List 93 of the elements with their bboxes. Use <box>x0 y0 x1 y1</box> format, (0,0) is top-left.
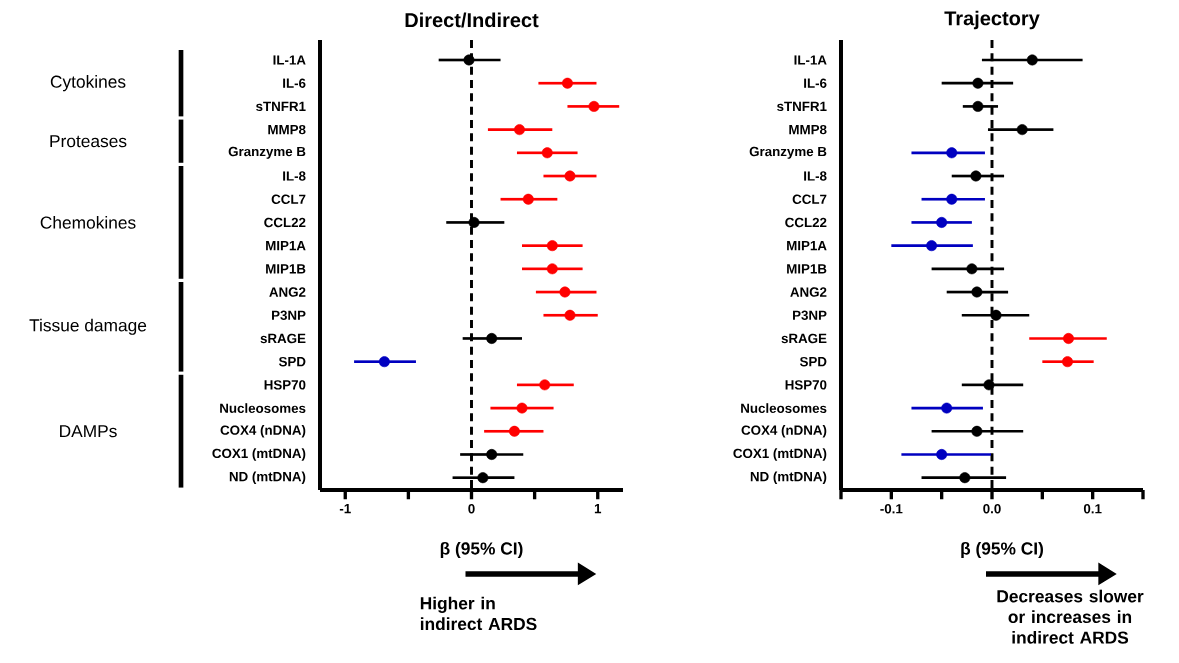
x-axis-title: β (95% CI) <box>440 541 523 559</box>
x-tick-label: -1 <box>339 504 351 514</box>
y-tick-label: COX1 (mtDNA) <box>212 448 306 461</box>
y-tick-label: IL-8 <box>804 171 827 181</box>
y-tick-label: Nucleosomes <box>220 403 306 413</box>
chart-title: Trajectory <box>944 10 1040 30</box>
point <box>990 309 1002 321</box>
y-tick-label: ND (mtDNA) <box>229 471 306 484</box>
point <box>546 240 558 252</box>
y-tick-label: MIP1A <box>787 241 827 251</box>
text: Chemokines <box>40 216 136 229</box>
y-tick-label: IL-1A <box>794 55 827 65</box>
y-tick-label: CCL7 <box>792 194 827 204</box>
y-tick-label: sTNFR1 <box>777 101 827 112</box>
point <box>522 193 534 205</box>
y-tick-label: IL-6 <box>804 78 827 88</box>
y-tick-label: Nucleosomes <box>741 403 827 413</box>
point <box>946 147 958 159</box>
y-tick-label: COX4 (nDNA) <box>741 425 827 438</box>
x-tick-label: 0.0 <box>983 504 1001 514</box>
point <box>564 170 576 182</box>
y-tick-label: sTNFR1 <box>256 101 306 112</box>
y-tick-label: COX4 (nDNA) <box>220 425 306 438</box>
y-tick-label: Granzyme B <box>749 146 827 159</box>
y-tick-label: MIP1B <box>787 264 827 274</box>
point <box>508 425 520 437</box>
x-tick-label: 0.1 <box>1083 504 1102 514</box>
point <box>926 240 938 252</box>
y-tick-label: HSP70 <box>264 380 306 390</box>
point <box>514 124 525 136</box>
point <box>972 77 984 89</box>
point <box>468 216 480 228</box>
text: Cytokines <box>50 75 126 92</box>
point <box>946 193 958 205</box>
point <box>1016 124 1028 136</box>
point <box>936 449 948 460</box>
point <box>941 402 953 414</box>
point <box>486 332 498 344</box>
point <box>486 449 498 460</box>
point <box>559 286 571 298</box>
chart-title: Direct/Indirect <box>405 12 539 28</box>
y-tick-label: ND (mtDNA) <box>750 471 827 484</box>
text: DAMPs <box>60 425 117 438</box>
x-tick-label: 0 <box>468 504 475 514</box>
y-tick-label: sRAGE <box>781 333 827 344</box>
point <box>378 356 390 368</box>
point <box>561 77 573 89</box>
point <box>516 402 528 414</box>
point <box>564 309 576 321</box>
point <box>1063 332 1074 344</box>
y-tick-label: ANG2 <box>269 287 306 297</box>
y-tick-label: ANG2 <box>790 287 827 297</box>
y-tick-label: Granzyme B <box>228 146 306 159</box>
y-tick-label: SPD <box>278 356 306 367</box>
point <box>546 263 558 275</box>
y-tick-label: MIP1A <box>266 241 306 251</box>
point <box>972 100 984 112</box>
y-tick-label: P3NP <box>272 310 306 320</box>
x-tick-label: -0.1 <box>880 504 903 514</box>
point <box>539 379 551 391</box>
y-tick-label: CCL22 <box>264 217 306 228</box>
y-tick-label: CCL7 <box>271 194 306 204</box>
y-tick-label: MIP1B <box>266 264 306 274</box>
y-tick-label: SPD <box>799 356 827 367</box>
x-axis-title: β (95% CI) <box>961 541 1044 559</box>
point <box>477 472 489 484</box>
y-tick-label: IL-1A <box>273 55 306 65</box>
y-tick-label: MMP8 <box>268 124 306 135</box>
point <box>966 263 978 275</box>
y-tick-label: COX1 (mtDNA) <box>733 448 827 461</box>
y-tick-label: sRAGE <box>260 333 306 344</box>
text: Decreases slower or increases in indirect ARDS <box>997 589 1144 644</box>
y-tick-label: CCL22 <box>785 217 827 228</box>
point <box>588 100 600 112</box>
point <box>936 216 948 228</box>
point <box>971 425 983 437</box>
y-tick-label: MMP8 <box>789 124 827 135</box>
text: Tissue damage <box>29 318 147 335</box>
point <box>983 379 995 391</box>
x-tick-label: 1 <box>594 504 602 514</box>
y-tick-label: IL-8 <box>283 171 306 181</box>
y-tick-label: HSP70 <box>785 380 827 390</box>
point <box>959 472 971 484</box>
y-tick-label: P3NP <box>793 310 827 320</box>
point <box>970 170 982 182</box>
point <box>1062 356 1073 368</box>
point <box>463 54 475 66</box>
point <box>1026 54 1038 66</box>
y-tick-label: IL-6 <box>283 78 306 88</box>
text: Higher in indirect ARDS <box>420 596 537 631</box>
text: Proteases <box>50 135 127 148</box>
point <box>971 286 983 298</box>
point <box>541 147 553 159</box>
